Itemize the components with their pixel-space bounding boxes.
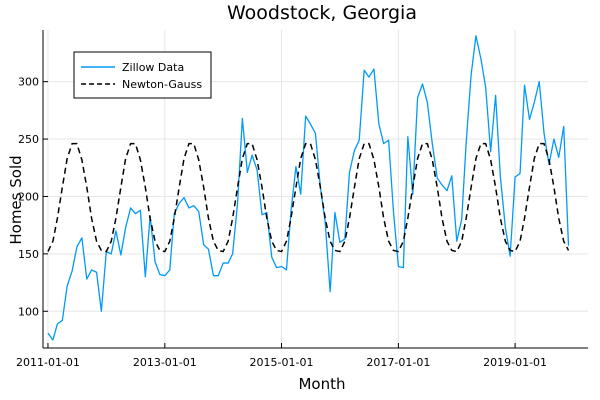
- x-axis-label: Month: [298, 375, 345, 393]
- tick-layer: 2011-01-01 2013-01-01 2015-01-01 2017-01-01…: [16, 76, 547, 369]
- legend-label-newton-gauss: Newton-Gauss: [122, 78, 202, 91]
- y-tick-label: 200: [18, 190, 39, 203]
- x-tick-label: 2017-01-01: [366, 356, 430, 369]
- chart-title: Woodstock, Georgia: [227, 2, 417, 24]
- y-tick-label: 150: [18, 248, 39, 261]
- series-layer: [47, 35, 570, 341]
- legend-label-zillow-data: Zillow Data: [122, 61, 184, 74]
- x-tick-label: 2013-01-01: [133, 356, 197, 369]
- y-tick-label: 100: [18, 305, 39, 318]
- y-tick-label: 250: [18, 133, 39, 146]
- series-line-zillow-data: [47, 35, 570, 341]
- x-tick-label: 2019-01-01: [483, 356, 547, 369]
- x-tick-label: 2015-01-01: [250, 356, 314, 369]
- x-tick-label: 2011-01-01: [16, 356, 80, 369]
- series-line-newton-gauss: [47, 142, 570, 253]
- legend: Zillow Data Newton-Gauss: [73, 51, 212, 99]
- legend-box: [73, 51, 212, 99]
- y-tick-label: 300: [18, 76, 39, 89]
- y-axis-label: Homes Sold: [7, 155, 25, 244]
